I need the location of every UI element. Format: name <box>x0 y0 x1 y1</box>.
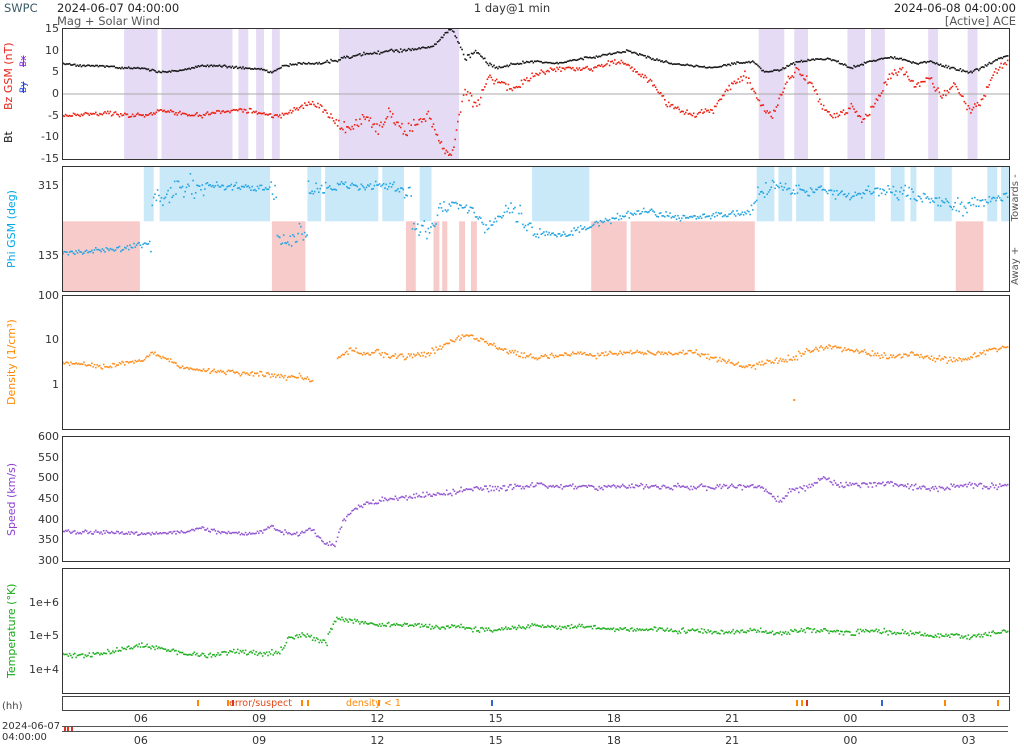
temp-scatter-plot <box>63 616 1009 659</box>
flag-mark <box>226 700 229 706</box>
xtick-label: 21 <box>725 734 740 747</box>
ytick-label: 1 <box>52 377 59 391</box>
x-axis-labels-row2: 06 09 12 15 18 21 00 03 <box>62 734 1008 747</box>
flag-mark <box>997 700 1000 706</box>
phi-axis-label: Phi GSM (deg) <box>5 190 18 268</box>
xtick-label: 00 <box>843 734 858 747</box>
flag-mark <box>378 700 381 706</box>
ytick-label: 500 <box>38 471 59 485</box>
xtick-label: 03 <box>961 734 976 747</box>
flag-mark <box>232 700 235 706</box>
plot-title: Mag + Solar Wind <box>57 14 161 28</box>
xtick-label: 12 <box>370 734 385 747</box>
mini-mark <box>71 727 73 731</box>
ytick-label: 5 <box>52 65 59 79</box>
xtick-label: 21 <box>725 712 740 725</box>
sector-polarity-axis-label: Away + Towards - <box>1010 174 1021 286</box>
bt-axis-label: Bt <box>2 131 15 143</box>
ytick-label: 15 <box>45 22 59 35</box>
xtick-label: 06 <box>133 734 148 747</box>
ytick-label: 550 <box>38 450 59 464</box>
mag-scatter-plot <box>63 29 1009 159</box>
xtick-label: 00 <box>843 712 858 725</box>
temperature-axis-label: Temperature (°K) <box>5 583 18 679</box>
density-axis-label: Density (1/cm³) <box>5 319 18 406</box>
ytick-label: 135 <box>38 249 59 263</box>
speed-axis-label: Speed (km/s) <box>5 462 18 536</box>
xtick-label: 18 <box>606 734 621 747</box>
ytick-label: -10 <box>41 130 59 144</box>
start-time-label: 2024-06-07 04:00:00 <box>57 1 180 15</box>
xtick-label: 09 <box>252 712 267 725</box>
mini-axis-strip <box>62 726 1008 732</box>
source-status-label: [Active] ACE <box>944 14 1016 28</box>
flag-mark <box>943 700 946 706</box>
flag-mark <box>880 700 883 706</box>
panel-density: 100 10 1 <box>38 289 1010 430</box>
flag-mark <box>806 700 808 706</box>
footer-date-label: 2024-06-07 <box>2 721 61 732</box>
flag-strip: error/suspect density < 1 <box>62 696 1010 711</box>
xtick-label: 12 <box>370 712 385 725</box>
ytick-label: 0 <box>52 87 59 100</box>
hh-axis-unit-label: (hh) <box>2 701 23 712</box>
flag-mark <box>307 700 310 706</box>
ytick-label: 600 <box>38 430 59 443</box>
flag-mark <box>796 700 799 706</box>
flag-mark <box>490 700 493 706</box>
phi-scatter-plot <box>63 167 1009 291</box>
density-flag-label: density < 1 <box>346 698 401 709</box>
ytick-label: 315 <box>38 179 59 193</box>
mini-mark <box>67 727 69 731</box>
xtick-label: 06 <box>133 712 148 725</box>
error-suspect-label: error/suspect <box>229 698 292 709</box>
ytick-label: 100 <box>38 289 59 302</box>
panel-phi: 315 135 <box>38 166 1010 292</box>
ytick-label: -15 <box>41 152 59 165</box>
panel-mag: 15 10 5 0 -5 -10 -15 <box>41 22 1010 165</box>
ytick-label: 1e+5 <box>29 629 59 643</box>
panel-temperature: 1e+6 1e+5 1e+4 <box>29 568 1010 694</box>
panel-speed: 600 550 500 450 400 350 300 <box>38 430 1010 567</box>
ytick-label: -5 <box>48 108 59 122</box>
speed-scatter-plot <box>63 476 1009 548</box>
xtick-label: 03 <box>961 712 976 725</box>
end-time-label: 2024-06-08 04:00:00 <box>893 1 1016 15</box>
ytick-label: 300 <box>38 554 59 567</box>
ytick-label: 350 <box>38 533 59 547</box>
ytick-label: 10 <box>45 43 59 57</box>
xtick-label: 09 <box>252 734 267 747</box>
ytick-label: 1e+4 <box>29 662 59 676</box>
footer-time-label: 04:00:00 <box>2 732 47 743</box>
flag-mark <box>800 700 803 706</box>
ytick-label: 450 <box>38 492 59 505</box>
agency-label: SWPC <box>4 1 38 15</box>
xtick-label: 15 <box>488 712 503 725</box>
x-axis-labels-row1: 06 09 12 15 18 21 00 03 <box>62 712 1008 725</box>
ytick-label: 10 <box>45 333 59 347</box>
density-scatter-plot <box>63 334 1009 401</box>
mini-mark <box>64 727 66 731</box>
xtick-label: 18 <box>606 712 621 725</box>
ytick-label: 400 <box>38 512 59 526</box>
ytick-label: 1e+6 <box>29 595 59 609</box>
bz-axis-label: Bz GSM (nT) <box>2 42 15 110</box>
cadence-label: 1 day@1 min <box>473 1 551 15</box>
flag-mark <box>301 700 304 706</box>
xtick-label: 15 <box>488 734 503 747</box>
flag-mark <box>197 700 200 706</box>
